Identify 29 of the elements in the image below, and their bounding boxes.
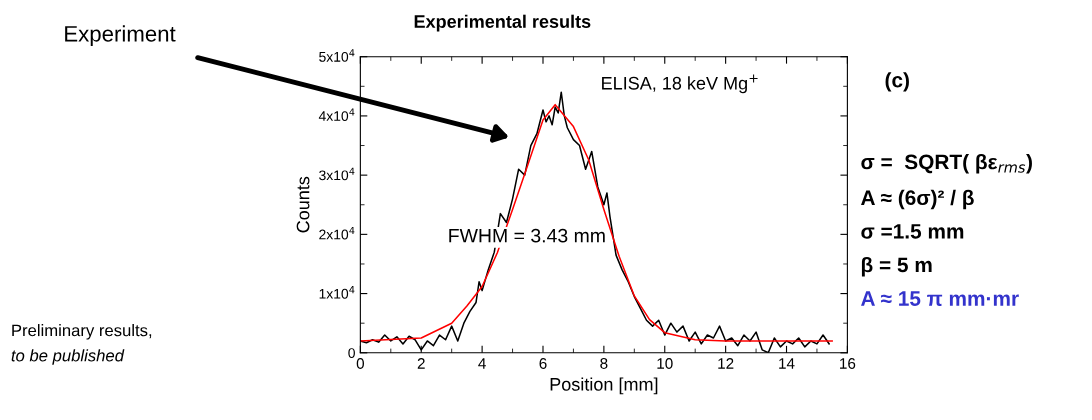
text: σ =1.5 mm [861,224,964,239]
text: (c) [885,72,909,92]
x-axis-title: Position [mm] [550,377,658,395]
text: Preliminary results, [12,324,152,340]
text: to be published [11,349,125,365]
x-tick-label: 10 [657,358,673,369]
text: σ = SQRT( βε$_{rms}$) [861,154,1032,174]
text: Experiment [65,25,176,47]
x-tick-label: 8 [600,358,608,369]
y-tick-label: 2x10$^{4}$ [319,226,355,240]
x-tick-label: 6 [539,358,547,369]
annotation: ELISA, 18 keV Mg$^{+}$ [602,74,758,94]
x-tick-label: 16 [840,358,856,369]
x-tick-label: 4 [478,358,486,369]
text: A ≈ (6σ)² / β [861,189,974,210]
text: β = 5 m [861,256,932,277]
annotation: FWHM = 3.43 mm [449,228,605,243]
y-tick-label: 0 [348,348,355,358]
x-tick-label: 0 [356,358,365,369]
y-axis-title: Counts [296,176,310,233]
chart-title: Experimental results [414,14,591,32]
y-tick-label: 3x10$^{4}$ [319,167,355,181]
y-tick-label: 5x10$^{4}$ [319,49,355,62]
x-tick-label: 12 [718,358,734,369]
x-tick-label: 14 [779,358,795,369]
y-tick-label: 4x10$^{4}$ [318,108,355,121]
x-tick-label: 2 [417,358,425,369]
y-tick-label: 1x10$^{4}$ [319,286,355,299]
text: A ≈ 15 π mm·mr [861,291,1019,306]
